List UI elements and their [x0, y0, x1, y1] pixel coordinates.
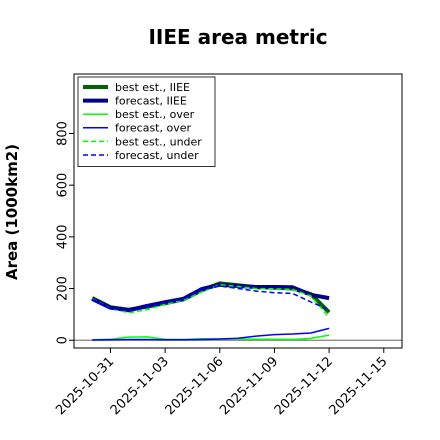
- legend-label: best est., under: [115, 135, 202, 148]
- y-tick-label: 600: [56, 173, 71, 198]
- series-line-5: [91, 283, 330, 318]
- plot-frame: [73, 73, 403, 349]
- chart-title: IIEE area metric: [148, 25, 327, 49]
- y-tick-label: 400: [56, 224, 71, 249]
- x-tick-label: 2025-11-15: [327, 354, 391, 418]
- y-tick-label: 200: [56, 276, 71, 301]
- series-line-6: [91, 285, 330, 312]
- y-tick-label: 0: [56, 336, 71, 344]
- plot-area: [74, 281, 402, 341]
- legend-label: best est., IIEE: [115, 81, 190, 94]
- series-line-4: [92, 327, 330, 341]
- legend-label: forecast, IIEE: [115, 94, 187, 107]
- y-axis: 0 200 400 600 800: [56, 121, 74, 344]
- legend-label: forecast, over: [115, 122, 191, 135]
- legend-box: [77, 76, 216, 167]
- legend-label: forecast, under: [115, 149, 199, 162]
- y-axis-label: Area (1000km2): [3, 144, 21, 280]
- y-tick-label: 800: [56, 121, 71, 146]
- x-axis: 2025-10-312025-11-032025-11-062025-11-09…: [53, 348, 391, 418]
- legend-label: best est., over: [115, 108, 195, 121]
